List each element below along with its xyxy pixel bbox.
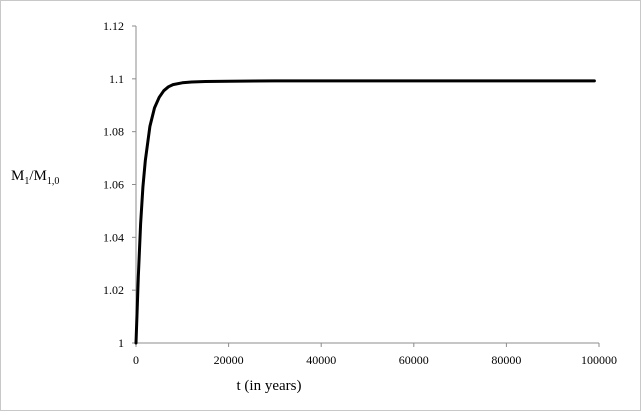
y-tick-label: 1.06 <box>103 178 124 192</box>
y-axis-label-sub1: 1 <box>24 176 29 187</box>
y-tick-label: 1.1 <box>109 72 124 86</box>
y-tick-label: 1 <box>118 336 124 350</box>
y-axis-label-sep: /M <box>29 168 47 184</box>
y-axis-label-sub2: 1,0 <box>47 176 60 187</box>
x-tick-label: 0 <box>133 353 139 367</box>
y-tick-label: 1.08 <box>103 125 124 139</box>
y-axis-label: M1/M1,0 <box>11 168 59 187</box>
y-tick-label: 1.12 <box>103 19 124 33</box>
x-tick-label: 100000 <box>581 353 617 367</box>
y-axis-ticks: 1 1.02 1.04 1.06 1.08 1.1 1.12 <box>103 19 136 350</box>
series-line <box>134 79 596 345</box>
y-tick-label: 1.02 <box>103 283 124 297</box>
y-axis-label-base: M <box>11 168 24 184</box>
series-layer <box>134 79 596 345</box>
x-tick-label: 60000 <box>399 353 429 367</box>
x-tick-label: 80000 <box>491 353 521 367</box>
x-tick-label: 20000 <box>214 353 244 367</box>
x-tick-label: 40000 <box>306 353 336 367</box>
y-tick-label: 1.04 <box>103 230 124 244</box>
x-axis-label: t (in years) <box>237 378 302 394</box>
x-axis-ticks: 0 20000 40000 60000 80000 100000 <box>133 343 617 367</box>
